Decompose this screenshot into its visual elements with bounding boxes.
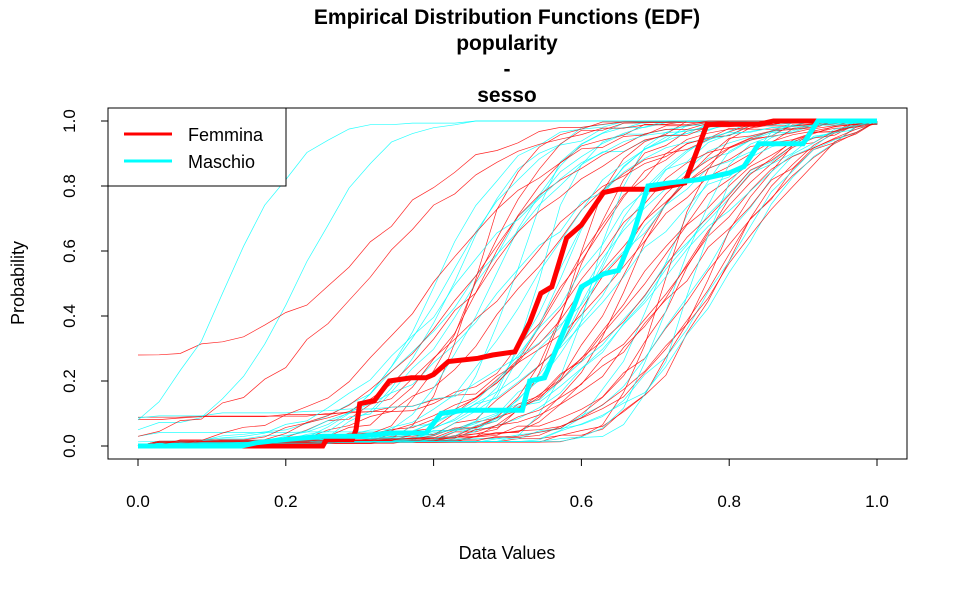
y-tick-label: 0.4	[60, 304, 79, 328]
y-tick-label: 0.6	[60, 239, 79, 263]
x-tick-label: 0.2	[274, 492, 298, 511]
series-line-femmina	[138, 118, 877, 449]
x-tick-label: 0.8	[717, 492, 741, 511]
background-edf-curve	[137, 120, 877, 437]
x-tick-label: 0.4	[422, 492, 446, 511]
x-tick-label: 1.0	[865, 492, 889, 511]
x-tick-label: 0.0	[126, 492, 150, 511]
chart-title-line-3: -	[504, 58, 511, 81]
x-tick-label: 0.6	[570, 492, 594, 511]
y-axis-label: Probability	[8, 241, 28, 325]
x-axis: 0.0 0.2 0.4 0.6 0.8 1.0	[126, 458, 889, 511]
chart-title-line-4: sesso	[477, 84, 537, 107]
background-edf-curve	[138, 120, 877, 418]
chart-title-line-2: popularity	[456, 32, 558, 55]
y-tick-label: 0.8	[60, 174, 79, 198]
legend-label-femmina: Femmina	[188, 125, 264, 145]
legend-label-maschio: Maschio	[188, 152, 255, 172]
x-axis-label: Data Values	[459, 543, 556, 563]
series-line-maschio	[138, 118, 877, 449]
y-tick-label: 0.0	[60, 434, 79, 458]
chart-title-line-1: Empirical Distribution Functions (EDF)	[314, 6, 700, 29]
y-axis: 0.0 0.2 0.4 0.6 0.8 1.0	[60, 109, 109, 458]
legend-box	[107, 107, 287, 187]
y-tick-label: 0.2	[60, 369, 79, 393]
series-group	[138, 118, 877, 449]
y-tick-label: 1.0	[60, 109, 79, 133]
legend: Femmina Maschio	[107, 107, 287, 187]
